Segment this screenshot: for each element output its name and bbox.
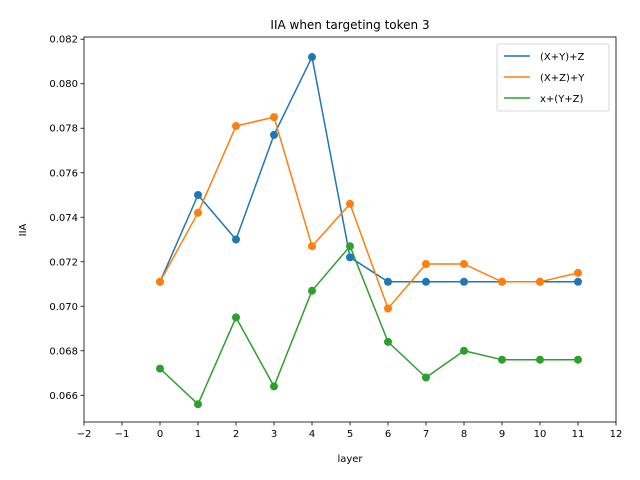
legend: (X+Y)+Z (X+Z)+Y x+(Y+Z) [496,43,610,112]
series-line [159,245,578,405]
y-tick-label: 0.068 [49,346,78,357]
x-tick-label: 6 [385,429,391,440]
x-tick-label: 11 [572,429,585,440]
data-point [270,382,278,391]
data-point [346,199,354,208]
data-point [308,242,316,251]
data-point [232,235,240,244]
x-tick-label: 4 [309,429,315,440]
data-point [574,268,582,277]
series-3 [156,242,582,409]
data-point [346,242,354,251]
x-tick-label: −1 [115,429,130,440]
data-point [384,337,392,346]
data-point [384,304,392,313]
legend-item: (X+Z)+Y [504,73,585,84]
data-point [232,122,240,131]
data-point [422,373,430,382]
x-tick-label: 1 [195,429,201,440]
data-point [194,191,202,200]
y-tick-label: 0.070 [49,302,78,313]
legend-item: x+(Y+Z) [504,94,584,105]
data-point [460,346,468,355]
x-axis: −2 −1 0 1 2 3 4 5 6 7 8 9 10 11 12 [77,422,623,440]
x-tick-label: 5 [347,429,353,440]
data-point [422,259,430,268]
x-tick-label: 9 [499,429,505,440]
series-2 [156,113,582,313]
data-point [460,277,468,286]
y-tick-label: 0.076 [49,168,78,179]
y-tick-label: 0.082 [49,35,78,46]
y-axis-title: IIA [18,223,29,236]
series-line [159,116,579,310]
data-point [574,355,582,364]
y-tick-label: 0.078 [49,124,78,135]
x-tick-label: 0 [157,429,163,440]
legend-label: x+(Y+Z) [540,94,584,105]
x-tick-label: 7 [423,429,429,440]
x-tick-label: −2 [77,429,92,440]
data-point [422,277,430,286]
data-point [574,277,582,286]
data-point [384,277,392,286]
data-point [194,400,202,409]
data-point [536,355,544,364]
x-tick-label: 10 [534,429,547,440]
data-point [308,53,316,62]
x-tick-label: 8 [461,429,467,440]
legend-label: (X+Y)+Z [540,52,585,63]
x-tick-label: 3 [271,429,277,440]
legend-item: (X+Y)+Z [504,52,585,63]
y-tick-label: 0.074 [49,213,78,224]
data-point [156,364,164,373]
data-point [232,313,240,322]
data-point [194,208,202,217]
x-tick-label: 2 [233,429,239,440]
data-point [460,259,468,268]
chart-title: IIA when targeting token 3 [270,18,429,32]
data-point [498,277,506,286]
data-point [270,113,278,122]
data-point [498,355,506,364]
data-point [536,277,544,286]
legend-box [496,43,610,112]
x-tick-label: 12 [610,429,623,440]
x-axis-title: layer [337,454,363,465]
legend-label: (X+Z)+Y [540,73,585,84]
data-point [156,277,164,286]
plot-area [156,53,582,409]
y-tick-label: 0.072 [49,257,78,268]
data-point [308,286,316,295]
y-tick-label: 0.080 [49,79,78,90]
y-axis: 0.066 0.068 0.070 0.072 0.074 0.076 0.078 0.080… [49,35,84,402]
data-point [270,130,278,139]
y-tick-label: 0.066 [49,391,78,402]
data-point [346,253,354,262]
